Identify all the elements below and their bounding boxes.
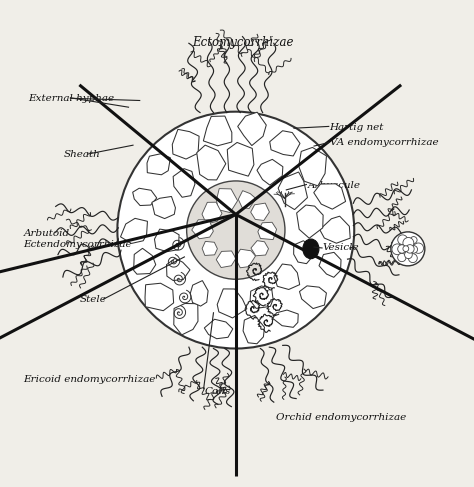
Polygon shape [257,159,283,185]
Polygon shape [297,205,323,238]
Polygon shape [203,116,232,146]
Text: Arbutoid
Ectendomycorrhizae: Arbutoid Ectendomycorrhizae [24,229,132,249]
Text: Orchid endomycorrhizae: Orchid endomycorrhizae [276,413,406,422]
Polygon shape [166,258,190,281]
Text: Arbuscule: Arbuscule [307,181,360,190]
Circle shape [398,245,406,253]
Polygon shape [227,142,254,176]
Polygon shape [235,249,255,268]
Polygon shape [314,184,346,209]
Polygon shape [172,130,199,159]
Circle shape [118,112,354,349]
Polygon shape [145,283,173,311]
Text: VA endomycorrhizae: VA endomycorrhizae [329,138,438,148]
Circle shape [391,232,425,266]
Polygon shape [197,145,226,180]
Circle shape [403,246,409,252]
Polygon shape [190,281,208,306]
Polygon shape [202,242,218,256]
Circle shape [398,235,408,244]
Polygon shape [251,203,269,221]
Polygon shape [320,216,350,243]
Text: Vesicle: Vesicle [323,244,360,252]
Text: Hartig net: Hartig net [329,123,384,132]
Text: Stele: Stele [79,295,106,304]
Polygon shape [278,172,308,209]
Circle shape [410,245,418,253]
Polygon shape [147,154,170,175]
Circle shape [409,254,417,262]
Polygon shape [202,202,222,224]
Text: Ectomycorrhizae: Ectomycorrhizae [192,36,293,49]
Polygon shape [274,264,300,289]
Polygon shape [237,112,266,146]
Polygon shape [192,220,213,239]
Polygon shape [273,310,298,327]
Text: Spore: Spore [390,241,421,250]
Circle shape [410,237,417,244]
Polygon shape [319,252,341,277]
Polygon shape [173,169,195,197]
Polygon shape [238,190,256,208]
Text: Sheath: Sheath [64,150,100,159]
Polygon shape [216,251,236,267]
Polygon shape [120,218,147,244]
Text: Ericoid endomycorrhizae: Ericoid endomycorrhizae [24,375,156,384]
Ellipse shape [303,239,319,259]
Polygon shape [155,229,179,252]
Circle shape [413,243,424,253]
Circle shape [392,244,403,255]
Polygon shape [152,196,175,219]
Circle shape [406,244,414,253]
Circle shape [187,181,285,279]
Polygon shape [134,248,156,274]
Polygon shape [299,148,327,186]
Polygon shape [250,286,273,308]
Polygon shape [258,222,276,240]
Polygon shape [251,241,268,256]
Polygon shape [133,188,157,206]
Polygon shape [174,303,198,335]
Polygon shape [294,241,314,263]
Circle shape [405,251,412,259]
Polygon shape [300,286,327,309]
Polygon shape [270,131,300,156]
Text: External hyphae: External hyphae [28,94,114,103]
Circle shape [403,238,414,248]
Circle shape [398,253,406,262]
Polygon shape [204,319,233,338]
Polygon shape [216,188,237,212]
Polygon shape [243,316,264,344]
Text: Coils: Coils [204,387,231,396]
Polygon shape [217,289,247,318]
